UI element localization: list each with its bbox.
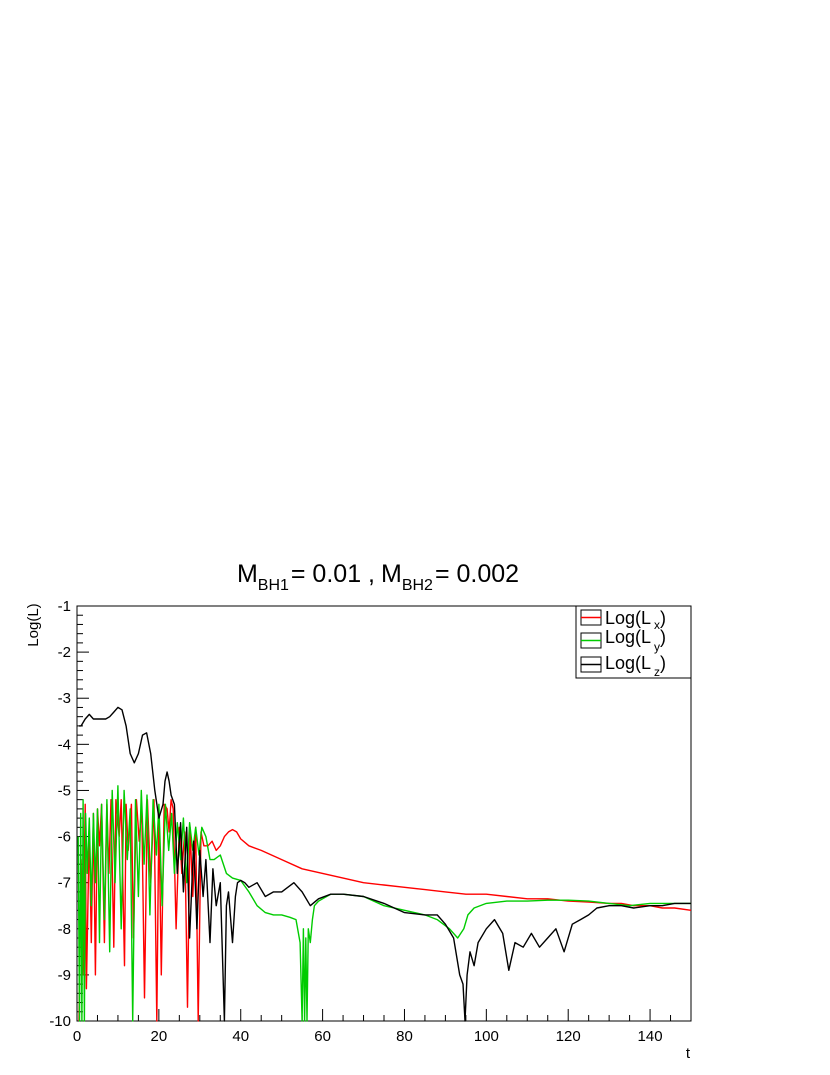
legend-label-z-main: Log(L <box>605 653 651 673</box>
title-m1-value: = 0.01 , <box>291 560 375 588</box>
legend: Log(L x) Log(L y) Log(L z) <box>575 605 692 679</box>
y-tick-label: -4 <box>58 736 71 753</box>
series-line-z <box>79 706 691 1022</box>
title-m2-symbol: M <box>381 560 402 588</box>
legend-label-x: Log(L x) <box>605 608 666 632</box>
title-m2-value: = 0.002 <box>435 560 519 588</box>
x-tick-label: 120 <box>556 1028 581 1045</box>
title-m2-subscript: BH2 <box>402 577 433 594</box>
title-m1-subscript: BH1 <box>258 577 289 594</box>
legend-label-x-main: Log(L <box>605 608 651 628</box>
y-tick-label: -1 <box>58 598 71 615</box>
y-axis-label: Log(L) <box>25 603 42 646</box>
x-tick-label: 80 <box>396 1028 413 1045</box>
y-tick-label: -9 <box>58 967 71 984</box>
title-m1-symbol: M <box>237 560 258 588</box>
legend-label-y-main: Log(L <box>605 627 651 647</box>
x-tick-label: 0 <box>73 1028 81 1045</box>
legend-label-y-sub: y <box>654 640 660 654</box>
y-tick-label: -2 <box>58 644 71 661</box>
y-tick-label: -7 <box>58 875 71 892</box>
series-line-y <box>77 785 691 1022</box>
y-tick-label: -6 <box>58 829 71 846</box>
x-tick-label: 40 <box>232 1028 249 1045</box>
legend-label-z-end: ) <box>660 653 666 673</box>
x-axis-label: t <box>686 1045 691 1062</box>
series-line-x <box>78 799 692 1022</box>
legend-label-y-end: ) <box>660 627 666 647</box>
y-tick-label: -5 <box>58 782 71 799</box>
legend-label-z: Log(L z) <box>605 653 666 679</box>
chart-title: MBH1= 0.01 , MBH2= 0.002 <box>237 560 519 594</box>
legend-label-x-end: ) <box>660 608 666 628</box>
y-tick-label: -3 <box>58 690 71 707</box>
legend-label-y: Log(L y) <box>605 627 666 654</box>
y-tick-label: -10 <box>49 1013 71 1030</box>
series-layer <box>77 706 692 1022</box>
x-tick-label: 100 <box>474 1028 499 1045</box>
x-tick-label: 20 <box>151 1028 168 1045</box>
legend-label-z-sub: z <box>654 665 660 679</box>
x-axis-ticks: 0 20 40 60 80 100 120 140 <box>73 1009 692 1045</box>
y-tick-label: -8 <box>58 921 71 938</box>
x-tick-label: 60 <box>314 1028 331 1045</box>
legend-label-x-sub: x <box>654 618 660 632</box>
x-tick-label: 140 <box>638 1028 663 1045</box>
